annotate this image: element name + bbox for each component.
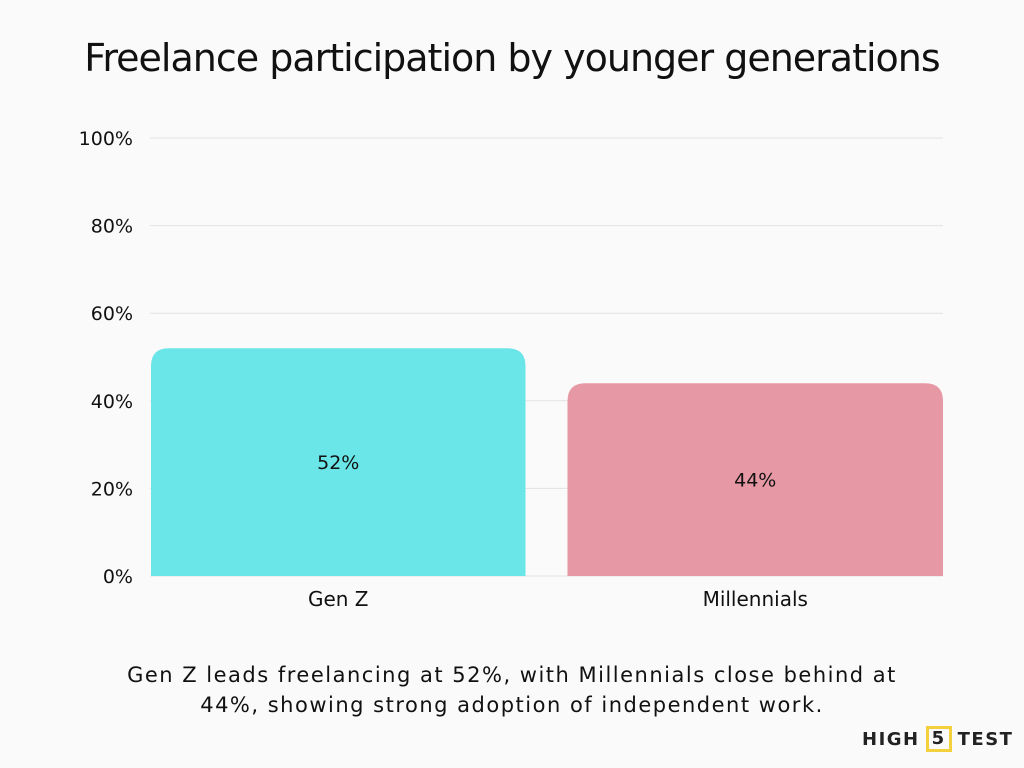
data-label: 52%: [317, 452, 359, 474]
x-tick-label: Millennials: [703, 587, 808, 611]
y-tick-label: 80%: [91, 216, 133, 238]
caption-line-1: Gen Z leads freelancing at 52%, with Mil…: [127, 663, 897, 687]
chart-caption: Gen Z leads freelancing at 52%, with Mil…: [0, 660, 1024, 720]
caption-line-2: 44%, showing strong adoption of independ…: [200, 693, 824, 717]
chart-title: Freelance participation by younger gener…: [84, 36, 940, 80]
logo-text-right: TEST: [957, 728, 1014, 750]
y-tick-label: 0%: [103, 566, 133, 588]
y-tick-label: 40%: [91, 391, 133, 413]
logo-text-five: 5: [925, 726, 952, 752]
y-tick-label: 20%: [91, 478, 133, 500]
y-tick-label: 60%: [91, 303, 133, 325]
x-tick-label: Gen Z: [308, 587, 369, 611]
data-label: 44%: [734, 470, 776, 492]
logo-text-left: HIGH: [862, 728, 920, 750]
bar-gen-z: [151, 348, 526, 576]
y-tick-label: 100%: [79, 128, 133, 150]
high5test-logo: HIGH 5 TEST: [862, 726, 1013, 752]
bar-millennials: [567, 383, 943, 576]
